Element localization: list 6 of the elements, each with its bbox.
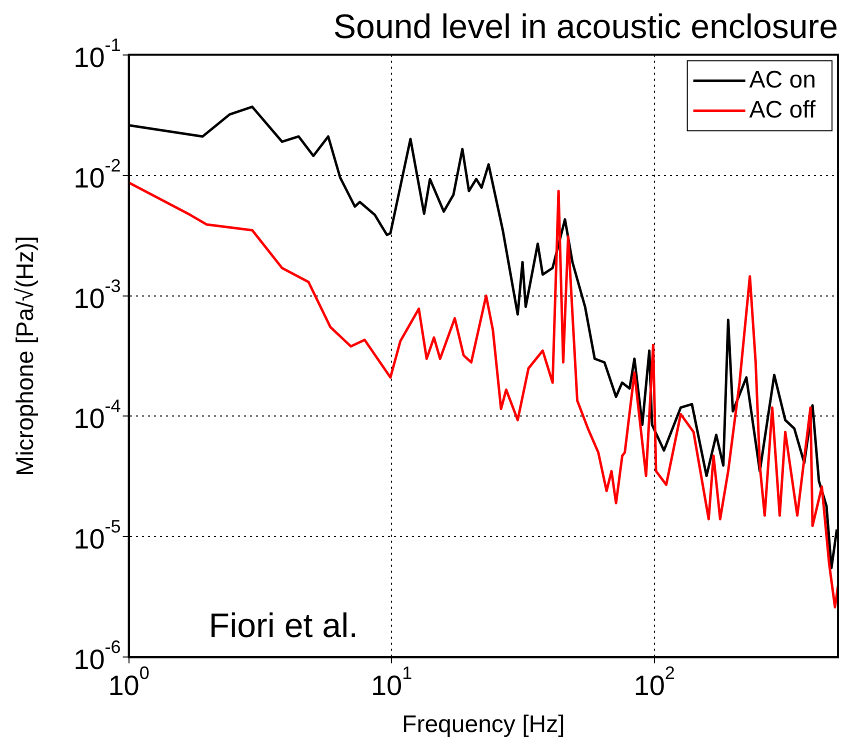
chart-title: Sound level in acoustic enclosure: [333, 8, 838, 46]
annotation: Fiori et al.: [208, 607, 358, 646]
x-axis-title: Frequency [Hz]: [402, 711, 565, 738]
legend-label: AC on: [749, 66, 816, 94]
legend-label: AC off: [749, 96, 816, 124]
y-axis-title: Microphone [Pa/√(Hz)]: [12, 236, 40, 476]
